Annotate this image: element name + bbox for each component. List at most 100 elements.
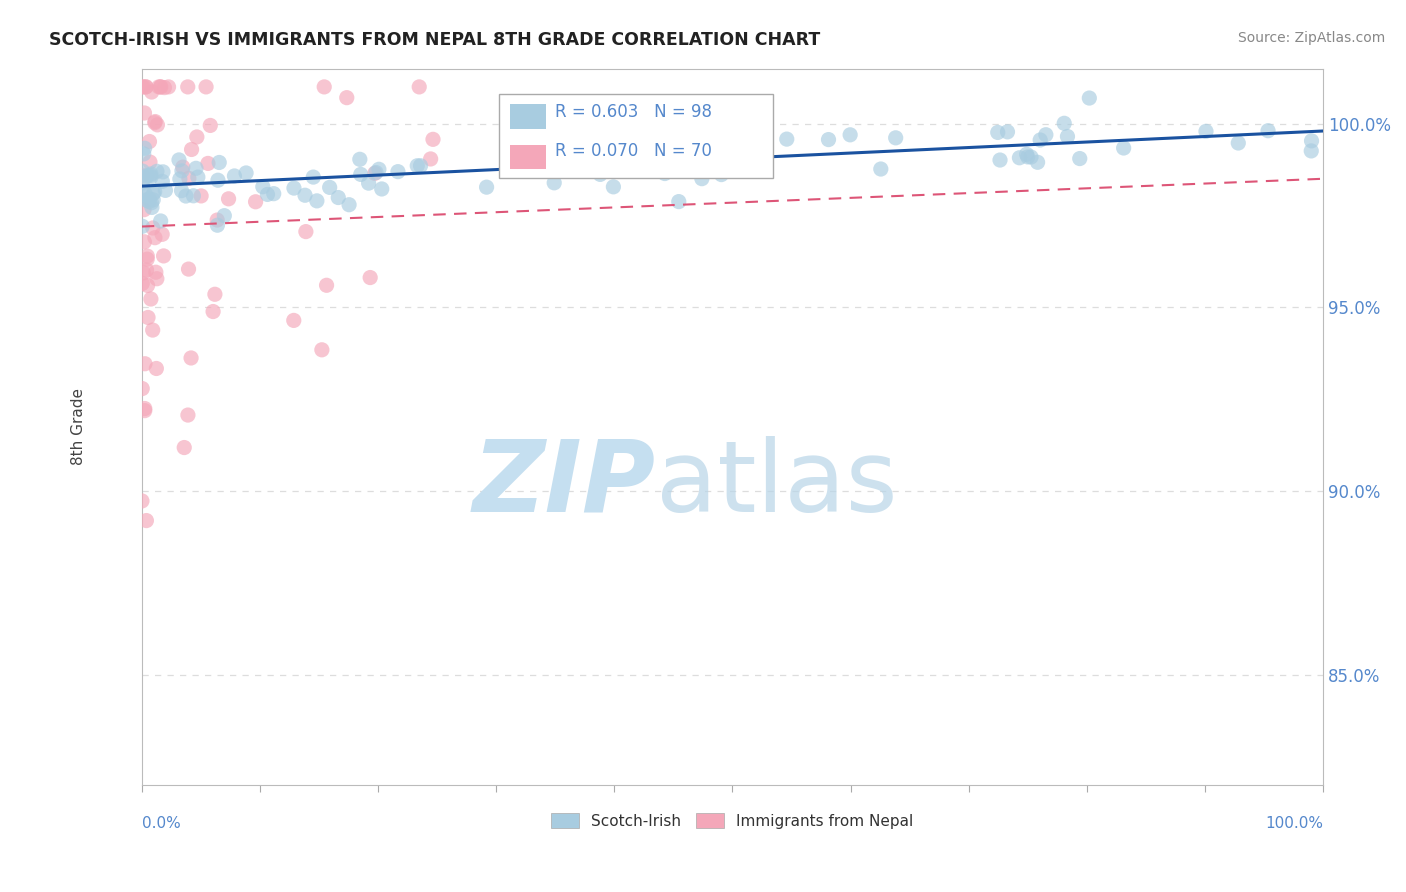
Point bbox=[150, 227, 173, 242]
Point bbox=[134, 401, 156, 416]
Point bbox=[186, 130, 208, 145]
Point bbox=[136, 310, 159, 325]
Point bbox=[294, 188, 316, 202]
Point bbox=[1078, 91, 1101, 105]
Point bbox=[135, 514, 157, 528]
Point bbox=[132, 147, 155, 161]
Point bbox=[149, 214, 172, 228]
Point bbox=[152, 165, 174, 179]
Point bbox=[314, 79, 336, 94]
Point bbox=[135, 169, 157, 184]
Point bbox=[208, 155, 231, 169]
Point bbox=[207, 218, 229, 232]
Point bbox=[167, 153, 190, 167]
Point bbox=[218, 192, 240, 206]
Point bbox=[142, 186, 165, 201]
Point bbox=[224, 169, 246, 183]
Point bbox=[139, 170, 162, 185]
Point bbox=[152, 249, 174, 263]
Point bbox=[364, 166, 387, 180]
Point bbox=[177, 408, 200, 422]
Point bbox=[318, 180, 340, 194]
Point bbox=[655, 160, 678, 174]
Point bbox=[534, 145, 557, 160]
Point bbox=[134, 235, 156, 249]
Point bbox=[153, 80, 176, 95]
Point bbox=[139, 169, 162, 183]
Point bbox=[357, 176, 380, 190]
Point bbox=[408, 79, 430, 94]
Point bbox=[131, 277, 153, 291]
Point bbox=[131, 494, 153, 508]
Point bbox=[367, 162, 389, 177]
Point bbox=[134, 186, 156, 201]
Point bbox=[135, 263, 157, 277]
Point bbox=[177, 171, 200, 186]
Point bbox=[668, 194, 690, 209]
Point bbox=[305, 194, 328, 208]
Legend: Scotch-Irish, Immigrants from Nepal: Scotch-Irish, Immigrants from Nepal bbox=[546, 806, 920, 835]
Point bbox=[283, 181, 305, 195]
Text: 100.0%: 100.0% bbox=[1265, 816, 1323, 831]
Point bbox=[252, 179, 274, 194]
Point bbox=[283, 313, 305, 327]
Point bbox=[1257, 124, 1279, 138]
Point bbox=[295, 225, 318, 239]
Point bbox=[371, 182, 394, 196]
Point bbox=[150, 174, 173, 188]
Point bbox=[364, 165, 387, 179]
Point bbox=[202, 304, 225, 318]
Point bbox=[1195, 124, 1218, 138]
Point bbox=[141, 201, 163, 215]
Point bbox=[180, 143, 202, 157]
Point bbox=[138, 194, 160, 209]
Point bbox=[690, 171, 713, 186]
Text: ZIP: ZIP bbox=[472, 435, 655, 533]
Point bbox=[183, 188, 205, 202]
Point bbox=[143, 114, 166, 128]
Point bbox=[143, 230, 166, 244]
Point bbox=[204, 287, 226, 301]
Point bbox=[337, 198, 360, 212]
Point bbox=[197, 156, 219, 170]
Point bbox=[174, 189, 197, 203]
Point bbox=[134, 357, 156, 371]
Point bbox=[131, 164, 153, 178]
Point bbox=[1112, 141, 1135, 155]
Point bbox=[475, 180, 498, 194]
Point bbox=[134, 106, 156, 120]
Point bbox=[200, 119, 222, 133]
Point bbox=[1301, 134, 1323, 148]
Point bbox=[1019, 150, 1042, 164]
Point bbox=[315, 278, 337, 293]
Point bbox=[155, 183, 177, 197]
Point bbox=[1008, 151, 1031, 165]
Point bbox=[1301, 144, 1323, 158]
Point bbox=[131, 185, 153, 199]
Point bbox=[139, 292, 162, 306]
Point bbox=[172, 160, 194, 174]
Point bbox=[135, 193, 157, 207]
Point bbox=[132, 266, 155, 280]
Point bbox=[245, 194, 267, 209]
Point bbox=[510, 164, 533, 178]
Point bbox=[146, 164, 169, 178]
Point bbox=[336, 90, 359, 104]
Point bbox=[136, 252, 159, 267]
Point bbox=[173, 441, 195, 455]
Point bbox=[1035, 128, 1057, 142]
Point bbox=[131, 382, 153, 396]
Point bbox=[142, 323, 165, 337]
Point bbox=[654, 167, 676, 181]
Point bbox=[149, 79, 172, 94]
Text: atlas: atlas bbox=[655, 435, 897, 533]
Point bbox=[256, 187, 278, 202]
Point bbox=[157, 79, 180, 94]
Point bbox=[387, 164, 409, 178]
Point bbox=[422, 132, 444, 146]
Point bbox=[1069, 152, 1091, 166]
Point bbox=[987, 125, 1010, 139]
Point bbox=[145, 361, 167, 376]
Point bbox=[997, 125, 1019, 139]
Point bbox=[1017, 150, 1039, 164]
